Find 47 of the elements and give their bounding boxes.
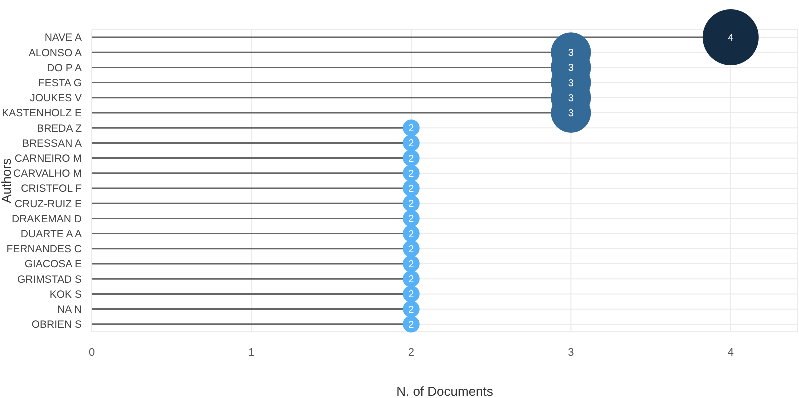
y-tick-label: FESTA G bbox=[38, 78, 82, 90]
data-label: 3 bbox=[568, 78, 574, 90]
x-tick-label: 1 bbox=[248, 346, 255, 359]
x-tick-label: 2 bbox=[408, 346, 415, 359]
y-tick-label: CRISTFOL F bbox=[21, 183, 82, 196]
y-tick-label: NAVE A bbox=[44, 32, 82, 44]
data-label: 2 bbox=[408, 214, 415, 226]
y-tick-label: GRIMSTAD S bbox=[17, 274, 82, 286]
data-label: 2 bbox=[408, 124, 415, 135]
data-label: 3 bbox=[568, 48, 574, 60]
y-tick-label: FERNANDES C bbox=[6, 244, 82, 256]
x-tick-label: 4 bbox=[728, 346, 734, 359]
data-label: 2 bbox=[408, 229, 415, 240]
y-tick-label: CRUZ-RUIZ E bbox=[14, 198, 82, 210]
y-tick-label: OBRIEN S bbox=[32, 319, 82, 332]
y-tick-label: KASTENHOLZ E bbox=[2, 108, 82, 120]
data-label: 2 bbox=[408, 244, 415, 256]
data-label: 2 bbox=[408, 274, 415, 286]
data-label: 2 bbox=[408, 290, 415, 301]
data-label: 2 bbox=[408, 138, 415, 150]
data-label: 2 bbox=[408, 154, 415, 165]
data-label: 2 bbox=[408, 168, 415, 180]
data-label: 2 bbox=[408, 320, 415, 331]
y-tick-label: DUARTE A A bbox=[20, 228, 82, 241]
y-tick-label: BREDA Z bbox=[37, 122, 83, 135]
y-tick-label: GIACOSA E bbox=[24, 258, 82, 271]
y-tick-label: JOUKES V bbox=[30, 92, 82, 105]
y-tick-label: BRESSAN A bbox=[22, 138, 82, 150]
x-tick-label: 0 bbox=[88, 346, 96, 359]
data-label: 3 bbox=[568, 93, 574, 104]
data-label: 2 bbox=[408, 184, 415, 195]
y-tick-label: ALONSO A bbox=[28, 47, 82, 60]
data-label: 2 bbox=[408, 304, 415, 316]
y-axis-title: Authors bbox=[0, 158, 14, 204]
y-tick-label: DRAKEMAN D bbox=[12, 213, 82, 226]
y-tick-label: KOK S bbox=[50, 288, 82, 301]
data-label: 2 bbox=[408, 260, 415, 270]
data-label: 3 bbox=[568, 108, 574, 120]
y-tick-label: CARVALHO M bbox=[14, 168, 82, 180]
y-tick-label: CARNEIRO M bbox=[14, 153, 82, 166]
x-tick-label: 3 bbox=[568, 346, 574, 359]
y-tick-label: DO P A bbox=[47, 62, 82, 74]
y-tick-label: NA N bbox=[57, 304, 82, 316]
data-label: 3 bbox=[568, 63, 574, 74]
x-axis-title: N. of Documents bbox=[396, 384, 494, 398]
data-label: 4 bbox=[728, 33, 734, 44]
data-label: 2 bbox=[408, 199, 415, 210]
